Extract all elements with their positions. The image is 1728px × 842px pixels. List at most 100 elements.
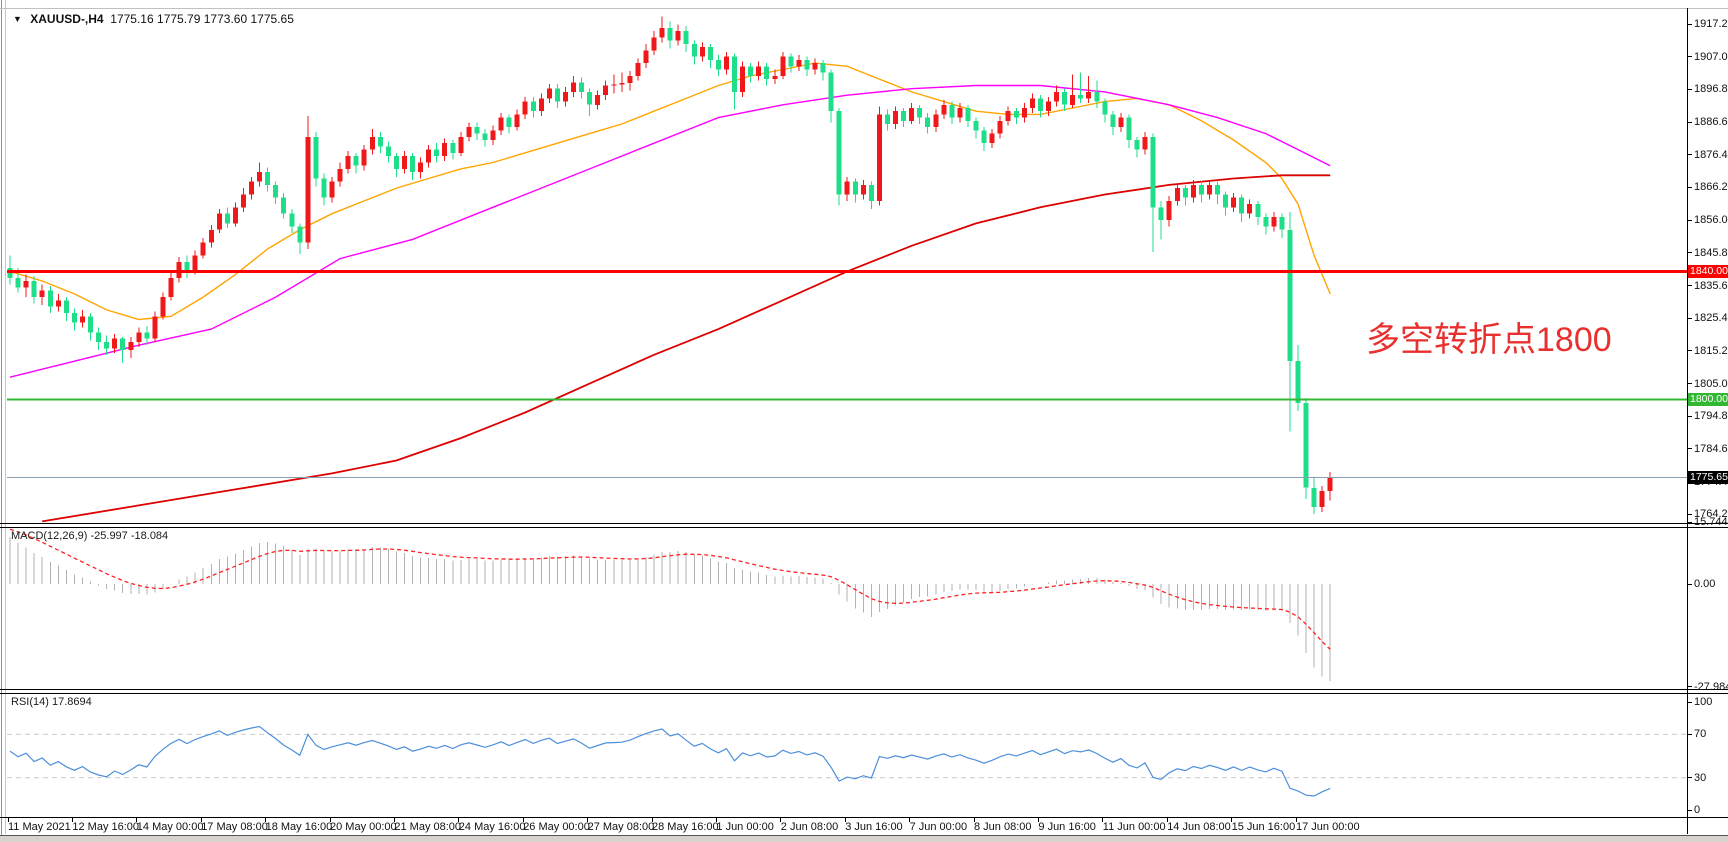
rsi-value: 17.8694	[51, 696, 92, 708]
rsi-scale-label: 70	[1694, 728, 1707, 741]
price-axis-tick	[1687, 187, 1692, 188]
price-axis-label: 1835.60	[1694, 279, 1728, 292]
window-left-border	[1, 0, 2, 842]
time-axis-tick	[8, 818, 9, 822]
price-axis-label: 1866.20	[1694, 181, 1728, 194]
rsi-line	[9, 725, 1331, 797]
price-axis-tick	[1687, 220, 1692, 221]
price-axis-tick	[1687, 89, 1692, 90]
resistance-price-tag[interactable]: 1840.00	[1688, 264, 1728, 278]
price-axis-tick	[1687, 514, 1692, 515]
time-axis-label: 12 May 16:00	[72, 821, 140, 833]
time-axis-tick	[974, 818, 975, 822]
window-left-border-inner	[5, 0, 6, 834]
time-axis-tick	[587, 818, 588, 822]
time-axis-label: 9 Jun 16:00	[1038, 821, 1096, 833]
macd-panel[interactable]	[7, 527, 1687, 689]
macd-scale-label: 15.744	[1694, 516, 1728, 529]
macd-panel-bottom-border	[0, 689, 1728, 690]
rsi-scale-tick	[1687, 777, 1692, 778]
price-axis-label: 1794.80	[1694, 410, 1728, 423]
price-axis-tick	[1687, 383, 1692, 384]
time-axis-label: 8 Jun 08:00	[974, 821, 1032, 833]
time-axis-tick	[652, 818, 653, 822]
rsi-scale-label: 100	[1694, 696, 1713, 708]
rsi-scale-tick	[1687, 702, 1692, 703]
price-axis-label: 1886.60	[1694, 116, 1728, 129]
price-axis-label: 1825.40	[1694, 312, 1728, 325]
price-axis-tick	[1687, 448, 1692, 449]
chart-dropdown-icon[interactable]: ▼	[13, 14, 22, 24]
macd-main-value: -25.997	[90, 530, 128, 542]
price-axis-label: 1805.00	[1694, 377, 1728, 390]
time-axis-label: 1 Jun 00:00	[716, 821, 774, 833]
price-axis-label: 1907.00	[1694, 50, 1728, 63]
time-axis-tick	[394, 818, 395, 822]
macd-signal-value: -18.084	[130, 530, 169, 542]
time-axis-label: 20 May 00:00	[330, 821, 397, 833]
price-axis-tick	[1687, 24, 1692, 25]
price-axis-tick	[1687, 252, 1692, 253]
price-axis-label: 1784.60	[1694, 442, 1728, 455]
time-axis-label: 14 Jun 08:00	[1167, 821, 1231, 833]
ohlc-close: 1775.65	[250, 12, 294, 26]
time-axis-tick	[909, 818, 910, 822]
moving-averages	[9, 62, 1331, 523]
price-axis-tick	[1687, 285, 1692, 286]
macd-histogram	[9, 537, 1331, 681]
time-axis-tick	[201, 818, 202, 822]
time-axis-label: 26 May 00:00	[523, 821, 590, 833]
macd-scale-label: 0.00	[1694, 578, 1716, 590]
time-axis-label: 17 Jun 00:00	[1296, 821, 1360, 833]
time-axis-label: 24 May 16:00	[458, 821, 526, 833]
rsi-panel[interactable]	[7, 693, 1687, 817]
time-axis-label: 28 May 16:00	[652, 821, 719, 833]
rsi-readout: RSI(14) 17.8694	[11, 696, 92, 708]
support-price-tag[interactable]: 1800.00	[1688, 393, 1728, 407]
price-axis-label: 1896.80	[1694, 83, 1728, 96]
ma-mid-magenta	[9, 84, 1331, 378]
price-axis-label: 1856.00	[1694, 214, 1728, 227]
time-axis-tick	[523, 818, 524, 822]
chart-top-border	[0, 8, 1728, 9]
price-axis-tick	[1687, 350, 1692, 351]
price-axis-label: 1845.80	[1694, 246, 1728, 259]
symbol-info-bar[interactable]: ▼ XAUUSD-,H4 1775.16 1775.79 1773.60 177…	[13, 12, 294, 26]
time-axis-label: 18 May 16:00	[265, 821, 333, 833]
price-axis-tick	[1687, 154, 1692, 155]
price-axis-tick	[1687, 416, 1692, 417]
time-axis-tick	[458, 818, 459, 822]
current-price-tag: 1775.65	[1688, 471, 1728, 485]
time-axis-label: 21 May 08:00	[394, 821, 462, 833]
time-axis-tick	[1231, 818, 1232, 822]
rsi-scale-label: 0	[1694, 804, 1701, 816]
price-axis-label: 1815.20	[1694, 344, 1728, 357]
time-axis-tick	[1296, 818, 1297, 822]
time-axis-label: 3 Jun 16:00	[845, 821, 903, 833]
horizontal-lines	[7, 269, 1687, 479]
time-axis-label: 15 Jun 16:00	[1231, 821, 1296, 833]
time-axis-tick	[780, 818, 781, 822]
price-axis-tick	[1687, 56, 1692, 57]
macd-label: MACD(12,26,9)	[11, 530, 88, 542]
symbol-name: XAUUSD-,H4	[30, 12, 104, 26]
ohlc-open: 1775.16	[110, 12, 154, 26]
status-strip	[0, 835, 1728, 842]
macd-panel-top-border[interactable]	[0, 527, 1728, 528]
rsi-scale-tick	[1687, 810, 1692, 811]
main-price-chart[interactable]	[7, 8, 1687, 523]
time-axis-tick	[845, 818, 846, 822]
macd-scale-tick	[1687, 584, 1692, 585]
price-axis-label: 1876.40	[1694, 148, 1728, 161]
rsi-label: RSI(14)	[11, 696, 49, 708]
ohlc-high: 1775.79	[157, 12, 201, 26]
time-axis-label: 11 May 2021	[8, 821, 71, 833]
rsi-panel-top-border[interactable]	[0, 693, 1728, 694]
time-axis-label: 11 Jun 00:00	[1102, 821, 1166, 833]
time-axis-tick	[1102, 818, 1103, 822]
time-axis-label: 27 May 08:00	[587, 821, 655, 833]
macd-readout: MACD(12,26,9) -25.997 -18.084	[11, 530, 168, 542]
annotation-text[interactable]: 多空转折点1800	[1366, 321, 1612, 359]
macd-scale-label: -27.984	[1694, 680, 1728, 693]
